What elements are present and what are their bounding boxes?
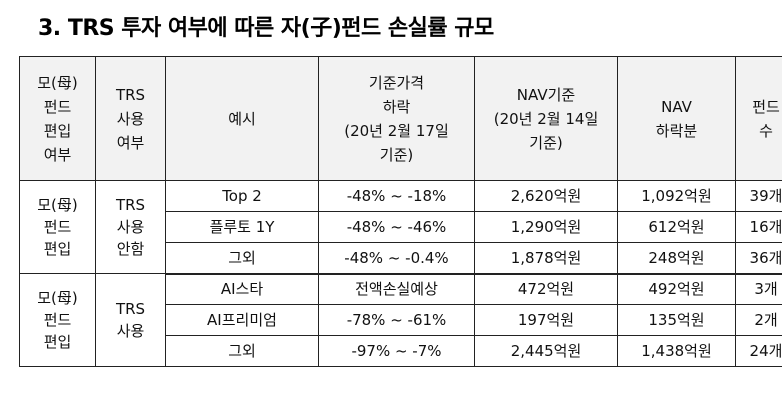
- example-cell: 그외: [165, 242, 319, 275]
- page-title: 3. TRS 투자 여부에 따른 자(子)펀드 손실률 규모: [38, 16, 494, 41]
- price-drop-cell: -78% ~ -61%: [318, 304, 475, 336]
- header-example: 예시: [165, 56, 319, 181]
- table-row: 그외 -97% ~ -7% 2,445억원 1,438억원 24개: [20, 335, 782, 367]
- fund-count-cell: 3개: [735, 273, 782, 305]
- fund-count-cell: 2개: [735, 304, 782, 336]
- parent-fund-cell: 모(母) 펀드 편입: [19, 273, 96, 367]
- header-trs-use: TRS 사용 여부: [95, 56, 166, 181]
- header-nav: NAV기준 (20년 2월 14일 기준): [474, 56, 618, 181]
- example-cell: 그외: [165, 335, 319, 367]
- fund-count-cell: 36개: [735, 242, 782, 275]
- header-nav-drop: NAV 하락분: [617, 56, 736, 181]
- price-drop-cell: -48% ~ -18%: [318, 180, 475, 212]
- price-drop-cell: 전액손실예상: [318, 273, 475, 305]
- table-row: 그외 -48% ~ -0.4% 1,878억원 248억원 36개: [20, 242, 782, 275]
- nav-drop-cell: 1,438억원: [617, 335, 736, 367]
- header-row: 모(母) 펀드 편입 여부 TRS 사용 여부 예시 기준가격 하락 (20년 …: [19, 56, 782, 181]
- nav-drop-cell: 612억원: [617, 211, 736, 243]
- nav-cell: 197억원: [474, 304, 618, 336]
- price-drop-cell: -48% ~ -0.4%: [318, 242, 475, 275]
- nav-drop-cell: 1,092억원: [617, 180, 736, 212]
- fund-count-cell: 16개: [735, 211, 782, 243]
- nav-drop-cell: 492억원: [617, 273, 736, 305]
- nav-drop-cell: 248억원: [617, 242, 736, 275]
- price-drop-cell: -97% ~ -7%: [318, 335, 475, 367]
- fund-loss-table: 모(母) 펀드 편입 여부 TRS 사용 여부 예시 기준가격 하락 (20년 …: [19, 56, 782, 367]
- nav-drop-cell: 135억원: [617, 304, 736, 336]
- example-cell: AI프리미엄: [165, 304, 319, 336]
- nav-cell: 2,620억원: [474, 180, 618, 212]
- fund-count-cell: 24개: [735, 335, 782, 367]
- table-row: 모(母) 펀드 편입 TRS 사용 AI스타 전액손실예상 472억원 492억…: [19, 273, 782, 367]
- example-cell: AI스타: [165, 273, 319, 305]
- price-drop-cell: -48% ~ -46%: [318, 211, 475, 243]
- table-row: 모(母) 펀드 편입 TRS 사용 안함 Top 2 -48% ~ -18% 2…: [19, 180, 782, 274]
- parent-fund-cell: 모(母) 펀드 편입: [19, 180, 96, 274]
- nav-cell: 1,290억원: [474, 211, 618, 243]
- nav-cell: 1,878억원: [474, 242, 618, 275]
- example-cell: Top 2: [165, 180, 319, 212]
- table-row: 플루토 1Y -48% ~ -46% 1,290억원 612억원 16개: [20, 211, 782, 243]
- header-parent-fund: 모(母) 펀드 편입 여부: [19, 56, 96, 181]
- nav-cell: 2,445억원: [474, 335, 618, 367]
- header-fund-count: 펀드 수: [735, 56, 782, 181]
- header-price-drop: 기준가격 하락 (20년 2월 17일 기준): [318, 56, 475, 181]
- example-cell: 플루토 1Y: [165, 211, 319, 243]
- trs-use-cell: TRS 사용: [95, 273, 166, 367]
- trs-use-cell: TRS 사용 안함: [95, 180, 166, 274]
- nav-cell: 472억원: [474, 273, 618, 305]
- fund-count-cell: 39개: [735, 180, 782, 212]
